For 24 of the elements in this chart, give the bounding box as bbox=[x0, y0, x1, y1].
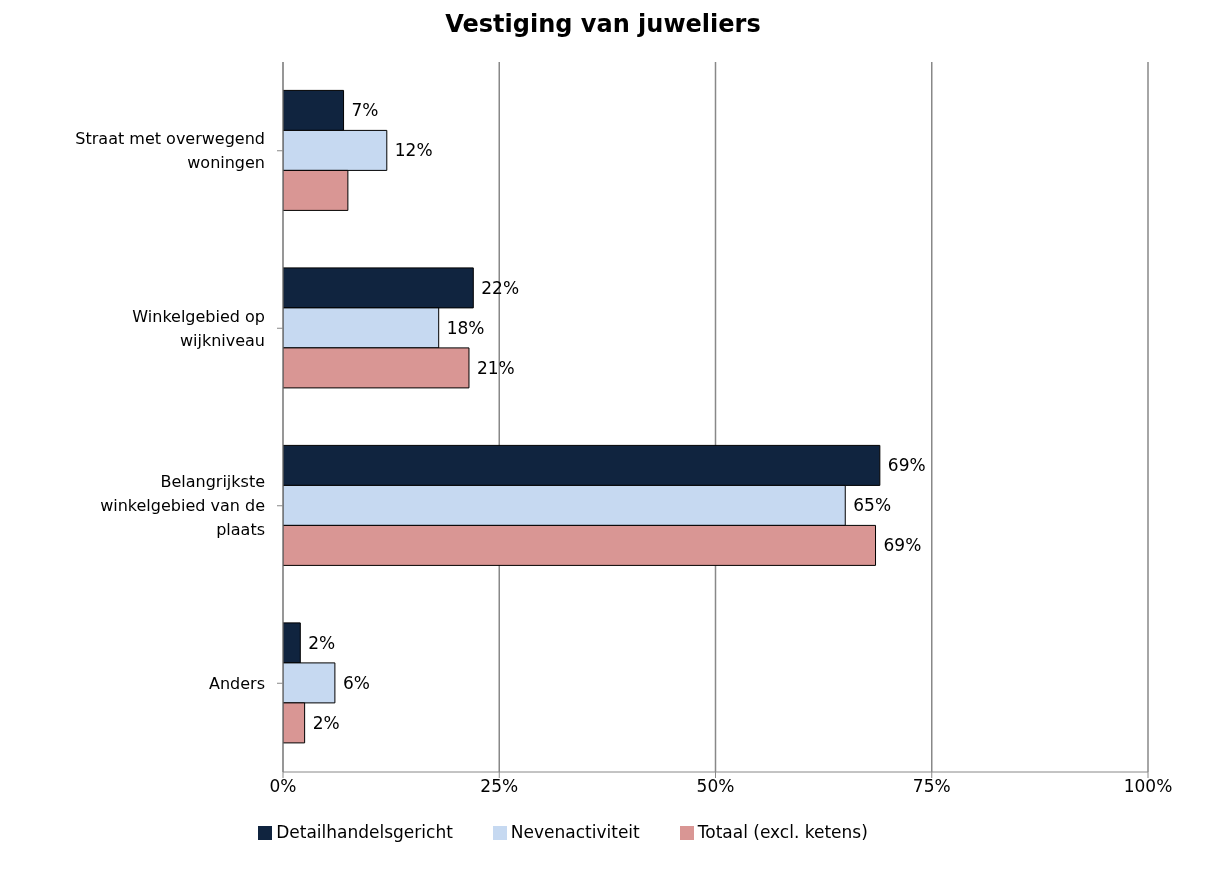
x-tick-label: 75% bbox=[912, 776, 951, 797]
data-label: 65% bbox=[853, 495, 892, 516]
data-label: 69% bbox=[883, 535, 922, 556]
legend-label: Detailhandelsgericht bbox=[276, 822, 453, 842]
legend-label: Nevenactiviteit bbox=[510, 822, 640, 842]
data-label: 12% bbox=[394, 140, 433, 161]
data-label: 69% bbox=[887, 455, 926, 476]
data-label: 21% bbox=[476, 357, 515, 378]
x-tick-label: 25% bbox=[480, 776, 519, 797]
data-label: 22% bbox=[481, 277, 520, 298]
data-label: 18% bbox=[446, 317, 485, 338]
legend-label: Totaal (excl. ketens) bbox=[697, 822, 868, 842]
y-tick-label: Belangrijkste winkelgebied van de plaats bbox=[100, 472, 265, 540]
data-label: 2% bbox=[308, 632, 336, 653]
y-tick-label: Winkelgebied op wijkniveau bbox=[132, 306, 265, 350]
data-label: 6% bbox=[342, 672, 370, 693]
data-label: 7% bbox=[351, 100, 379, 121]
data-label: 2% bbox=[312, 712, 340, 733]
y-tick-label: Straat met overwegend woningen bbox=[75, 129, 265, 173]
x-tick-label: 100% bbox=[1123, 776, 1173, 797]
y-tick-label: Anders bbox=[209, 673, 265, 693]
x-tick-label: 50% bbox=[696, 776, 735, 797]
x-tick-label: 0% bbox=[269, 776, 297, 797]
chart-title: Vestiging van juweliers bbox=[444, 10, 762, 38]
